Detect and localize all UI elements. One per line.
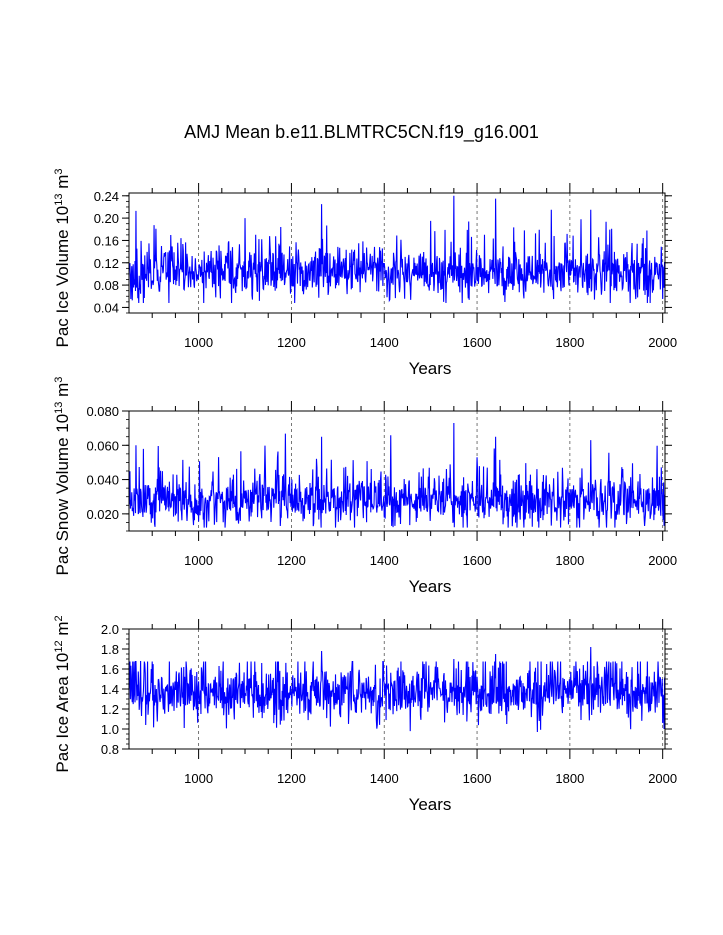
x-tick-label: 1400 [370, 553, 399, 568]
x-tick-label: 1200 [277, 771, 306, 786]
x-tick-label: 1600 [463, 771, 492, 786]
x-tick-label: 2000 [648, 771, 677, 786]
x-tick-label: 1000 [184, 771, 213, 786]
x-tick-label: 2000 [648, 335, 677, 350]
panel-1: 0.04 0.08 0.12 0.16 0.20 0.24 1000 1200 1400 1600… [53, 168, 677, 378]
y-tick-label: 0.20 [94, 211, 119, 226]
y-tick-label: 0.24 [94, 189, 119, 204]
y-tick-label: 0.16 [94, 233, 119, 248]
x-axis-title: Years [409, 577, 452, 596]
y-tick-label: 0.040 [86, 473, 119, 488]
y-axis-title: Pac Ice Area 1012 m2 [53, 615, 72, 772]
y-tick-label: 0.080 [86, 404, 119, 419]
y-tick-label: 0.020 [86, 507, 119, 522]
x-tick-label: 1800 [555, 335, 584, 350]
plot-frame [128, 192, 666, 314]
y-tick-label: 0.08 [94, 278, 119, 293]
x-tick-label: 1600 [463, 335, 492, 350]
y-tick-label: 0.04 [94, 300, 119, 315]
x-tick-label: 1200 [277, 553, 306, 568]
y-tick-label: 0.12 [94, 256, 119, 271]
series-line-pac-ice-area [128, 646, 666, 733]
x-tick-label: 1000 [184, 553, 213, 568]
series-line-pac-ice-volume [128, 195, 666, 303]
x-tick-label: 2000 [648, 553, 677, 568]
y-tick-label: 2.0 [101, 622, 119, 637]
panel-3: 0.8 1.0 1.2 1.4 1.6 1.8 2.0 1000 1200 1400 1600 180… [53, 615, 677, 814]
y-tick-label: 1.8 [101, 642, 119, 657]
x-axis-title: Years [409, 795, 452, 814]
x-tick-label: 1000 [184, 335, 213, 350]
x-tick-label: 1400 [370, 335, 399, 350]
series-line-pac-snow-volume [128, 422, 666, 528]
y-tick-label: 0.060 [86, 438, 119, 453]
y-tick-label: 1.2 [101, 702, 119, 717]
chart-title: AMJ Mean b.e11.BLMTRC5CN.f19_g16.001 [184, 122, 539, 142]
x-axis-title: Years [409, 359, 452, 378]
x-tick-label: 1400 [370, 771, 399, 786]
y-tick-label: 1.4 [101, 682, 119, 697]
y-axis-title: Pac Ice Volume 1013 m3 [53, 168, 72, 347]
y-axis-title: Pac Snow Volume 1013 m3 [53, 377, 72, 576]
y-tick-label: 1.6 [101, 662, 119, 677]
x-tick-label: 1600 [463, 553, 492, 568]
y-tick-label: 1.0 [101, 722, 119, 737]
panel-2: 0.020 0.040 0.060 0.080 1000 1200 1400 1600 1800… [53, 377, 677, 596]
x-tick-label: 1200 [277, 335, 306, 350]
y-tick-label: 0.8 [101, 742, 119, 757]
x-tick-label: 1800 [555, 553, 584, 568]
x-tick-label: 1800 [555, 771, 584, 786]
